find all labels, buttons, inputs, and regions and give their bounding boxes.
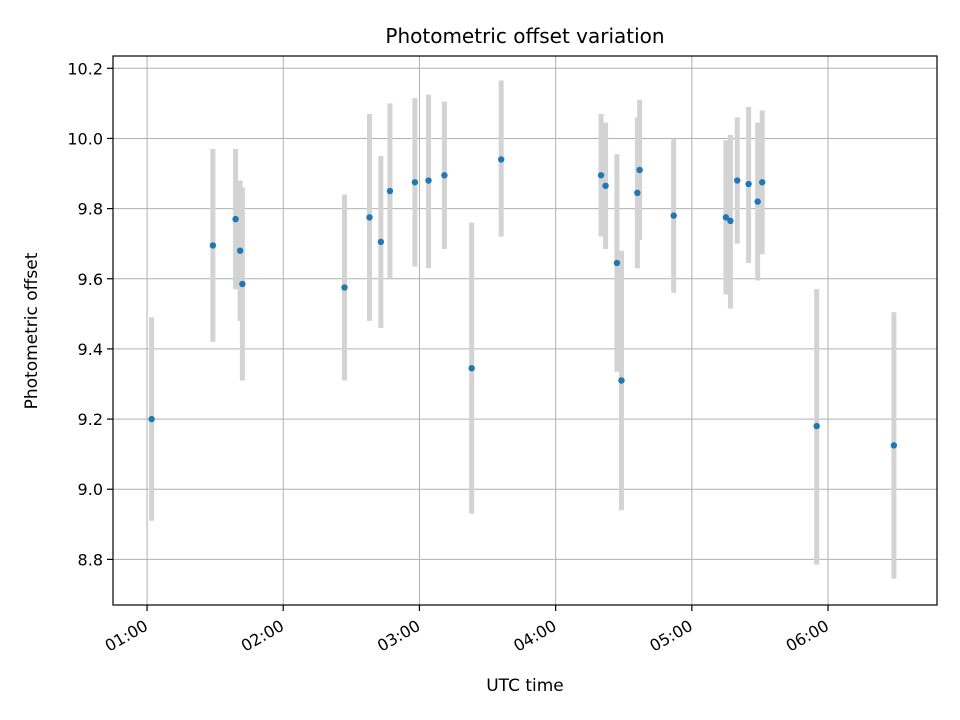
data-point (441, 172, 448, 179)
data-point (366, 214, 373, 221)
data-point (597, 172, 605, 179)
y-tick-label: 8.8 (78, 550, 103, 569)
y-tick-label: 10.0 (67, 129, 103, 148)
y-axis-ticks: 8.8 9.0 9.2 9.4 9.6 9.8 10.0 10.2 (67, 59, 113, 569)
data-point (497, 156, 505, 163)
plot-area-frame (112, 55, 938, 606)
data-point (745, 180, 752, 188)
data-point (209, 242, 217, 249)
data-point (341, 284, 348, 291)
grid-lines (113, 56, 937, 605)
y-tick-label: 9.6 (78, 270, 103, 289)
data-point (425, 177, 432, 184)
data-point (754, 198, 761, 205)
data-point (722, 214, 730, 221)
data-points (148, 156, 898, 449)
data-point (411, 179, 419, 186)
data-point (386, 187, 394, 195)
data-point (634, 189, 641, 197)
x-axis-title: UTC time (486, 676, 564, 696)
data-point (602, 182, 609, 189)
data-point (813, 422, 820, 430)
data-point (636, 166, 643, 174)
data-point (232, 215, 239, 223)
data-point (618, 377, 625, 384)
data-point (613, 259, 621, 267)
data-point (468, 365, 475, 372)
data-point (148, 415, 155, 423)
y-tick-label: 10.2 (67, 59, 103, 78)
y-tick-label: 9.2 (78, 410, 103, 429)
data-point (734, 177, 741, 184)
data-point (759, 179, 766, 186)
data-point (890, 442, 898, 449)
data-point (239, 280, 246, 288)
y-tick-label: 9.8 (78, 200, 103, 219)
y-tick-label: 9.4 (78, 340, 103, 359)
data-point (727, 217, 734, 225)
data-point (670, 212, 677, 219)
data-point (236, 247, 244, 254)
data-point (377, 238, 385, 246)
chart-title: Photometric offset variation (385, 24, 664, 48)
y-axis-title: Photometric offset (22, 252, 42, 409)
y-tick-label: 9.0 (78, 480, 103, 499)
